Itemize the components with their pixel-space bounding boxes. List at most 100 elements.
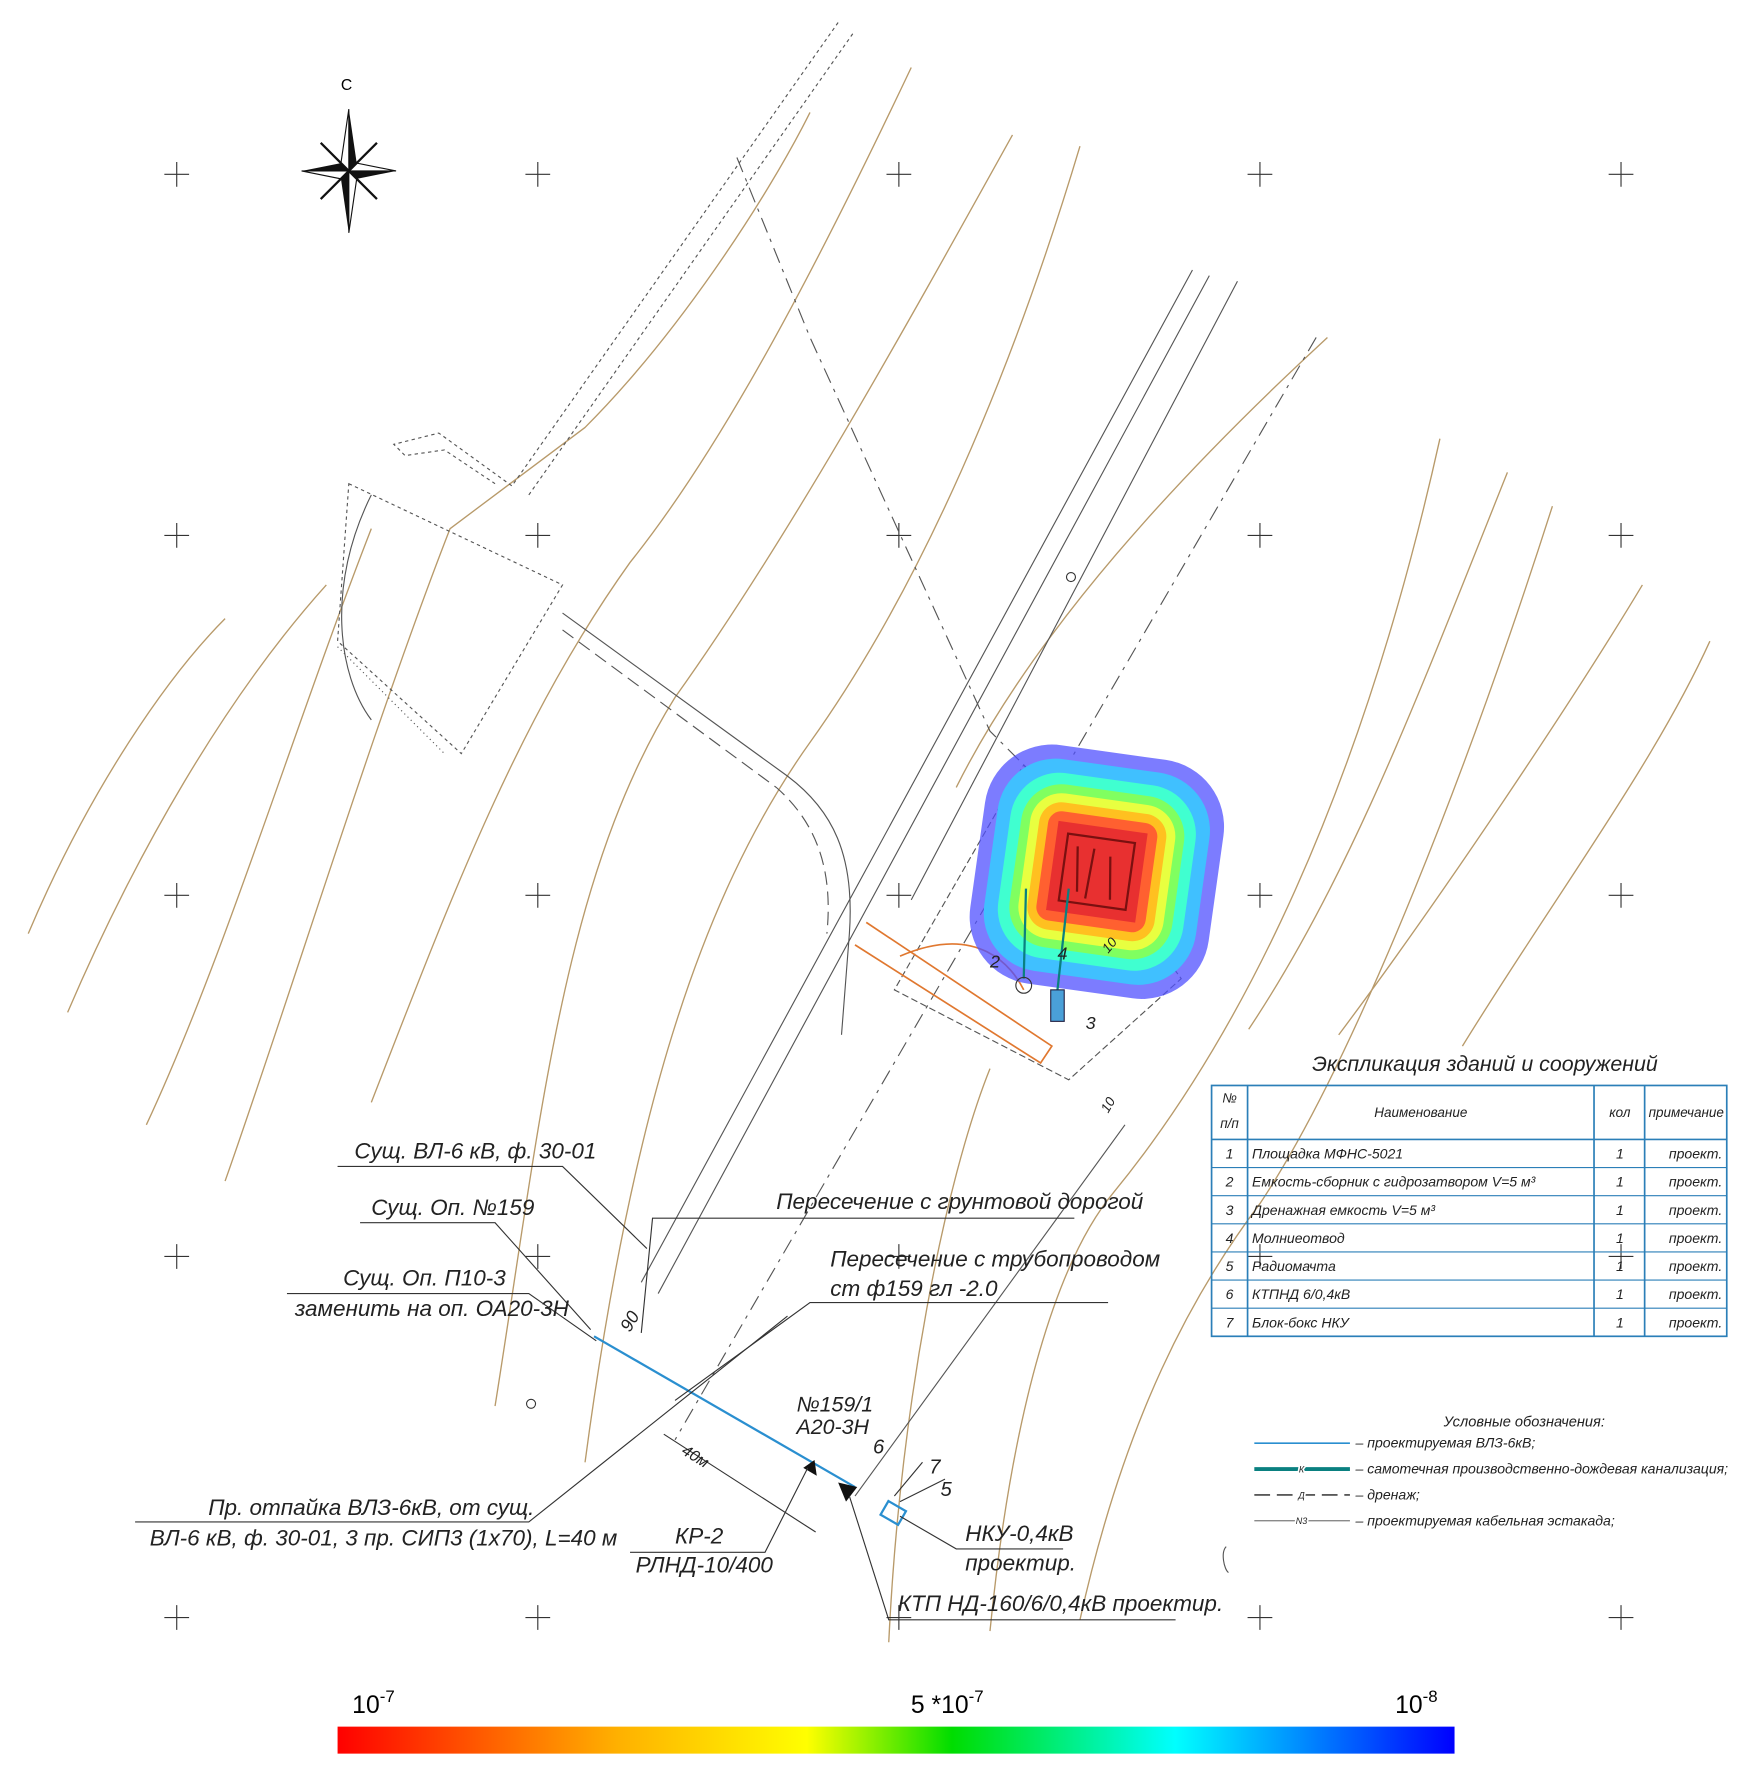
table-cell: 3 [1226,1202,1234,1218]
callout-text: 7 [929,1457,941,1479]
table-cell: проект. [1669,1286,1722,1302]
table-cell: КТПНД 6/0,4кВ [1252,1286,1350,1302]
drain-tank [1051,990,1064,1021]
table-title: Экспликация зданий и сооружений [1312,1052,1658,1076]
north-arrow [302,109,396,233]
table-cell: проект. [1669,1258,1722,1274]
callout-text: 4 [1057,943,1067,963]
callout-text: Пр. отпайка ВЛЗ-6кВ, от сущ. [208,1495,534,1520]
colorbar-exponent: -7 [380,1687,395,1706]
table-cell: 1 [1616,1314,1624,1330]
table-cell: Радиомачта [1252,1258,1336,1274]
callout-text: 90 [616,1308,643,1335]
legend: Условные обозначения: – проектируемая ВЛЗ… [1254,1414,1728,1528]
legend-mark: N3 [1296,1516,1308,1526]
table-header: № [1222,1090,1237,1105]
table-cell: Дренажная емкость V=5 м³ [1250,1202,1435,1218]
table-cell: 1 [1226,1146,1234,1162]
table-cell: Емкость-сборник с гидрозатвором V=5 м³ [1252,1174,1536,1190]
grid-cross [525,883,550,908]
table-cell: 6 [1226,1286,1234,1302]
grid-cross [525,1244,550,1269]
colorbar-label: 5 *10-7 [911,1687,984,1719]
table-cell: 1 [1616,1202,1624,1218]
grid-cross [1248,883,1273,908]
callout-text: Сущ. ВЛ-6 кВ, ф. 30-01 [354,1139,596,1164]
callout-text: 3 [1086,1013,1096,1033]
callout-text: №159/1 [797,1393,874,1417]
colorbar-base: 10 [352,1692,380,1719]
callout-text: КР-2 [675,1523,724,1548]
table-cell: проект. [1669,1146,1722,1162]
callout-text: проектир. [965,1550,1076,1575]
north-label: С [341,77,352,94]
table-cell: проект. [1669,1230,1722,1246]
colorbar-exponent: -7 [969,1687,984,1706]
grid-cross [164,523,189,548]
page: { "north": "С", "callouts": [ "Сущ. ВЛ-6… [0,0,1764,1775]
grid-cross [1609,883,1634,908]
grid-cross [1609,162,1634,187]
table-cell: Площадка МФНС-5021 [1252,1146,1403,1162]
grid-cross [1248,523,1273,548]
grid-cross [525,1605,550,1630]
colorbar [338,1727,1455,1754]
table-cell: 1 [1616,1258,1624,1274]
explication-table: Экспликация зданий и сооружений № п/п Наиме… [1212,1052,1727,1336]
callout-text: Сущ. Оп. П10-3 [343,1266,506,1291]
grid-cross [1609,1605,1634,1630]
table-cell: Молниеотвод [1252,1230,1345,1246]
colorbar-base: 5 *10 [911,1692,969,1719]
colorbar-labels: 10-75 *10-710-8 [352,1687,1437,1719]
callout-text: 5 [940,1479,952,1501]
table-header: п/п [1220,1116,1239,1131]
grid-cross [886,883,911,908]
grid-cross [164,1244,189,1269]
table-cell: 5 [1226,1258,1234,1274]
legend-title: Условные обозначения: [1443,1414,1605,1430]
table-cell: 1 [1616,1146,1624,1162]
table-cell: 4 [1226,1230,1234,1246]
callout-text: А20-3Н [795,1415,870,1439]
pole [527,1399,536,1408]
table-cell: 1 [1616,1286,1624,1302]
colorbar-base: 10 [1395,1692,1423,1719]
callout-text: Пересечение с трубопроводом [830,1247,1160,1272]
callout-text: 10 [1098,1094,1119,1115]
callout-text: РЛНД-10/400 [636,1553,774,1578]
callout-text: 6 [873,1436,885,1458]
grid-cross [1248,162,1273,187]
table-header: Наименование [1374,1105,1467,1120]
table-cell: проект. [1669,1314,1722,1330]
grid-cross [886,523,911,548]
site-plan: С Сущ. ВЛ-6 кВ, ф. 30-01Сущ. Оп. №159Сущ… [0,0,1764,1775]
callout-text: ст ф159 гл -2.0 [830,1276,998,1301]
table-cell: проект. [1669,1174,1722,1190]
legend-label: – проектируемая кабельная эстакада; [1355,1512,1615,1528]
colorbar-label: 10-7 [352,1687,395,1719]
table-header: примечание [1649,1105,1724,1120]
legend-label: – проектируемая ВЛЗ-6кВ; [1355,1435,1536,1451]
legend-label: – дренаж; [1355,1486,1420,1502]
table-cell: проект. [1669,1202,1722,1218]
callout-text: КТП НД-160/6/0,4кВ проектир. [898,1591,1223,1616]
table-header: кол [1609,1105,1631,1120]
grid-crosses [164,162,1633,1630]
legend-label: – самотечная производственно-дождевая ка… [1355,1461,1729,1477]
callout-text: Пересечение с грунтовой дорогой [776,1189,1144,1214]
callout-text: НКУ-0,4кВ [965,1521,1073,1546]
table-cell: 2 [1225,1174,1234,1190]
callout-text: ВЛ-6 кВ, ф. 30-01, 3 пр. СИП3 (1х70), L=… [150,1526,618,1551]
risk-zone [961,736,1233,1008]
colorbar-exponent: -8 [1423,1687,1438,1706]
grid-cross [1248,1605,1273,1630]
grid-cross [1609,523,1634,548]
legend-mark: К [1299,1464,1305,1474]
grid-cross [525,162,550,187]
grid-cross [164,883,189,908]
grid-cross [164,162,189,187]
nku-box [881,1501,906,1525]
grid-cross [525,523,550,548]
grid-cross [886,162,911,187]
